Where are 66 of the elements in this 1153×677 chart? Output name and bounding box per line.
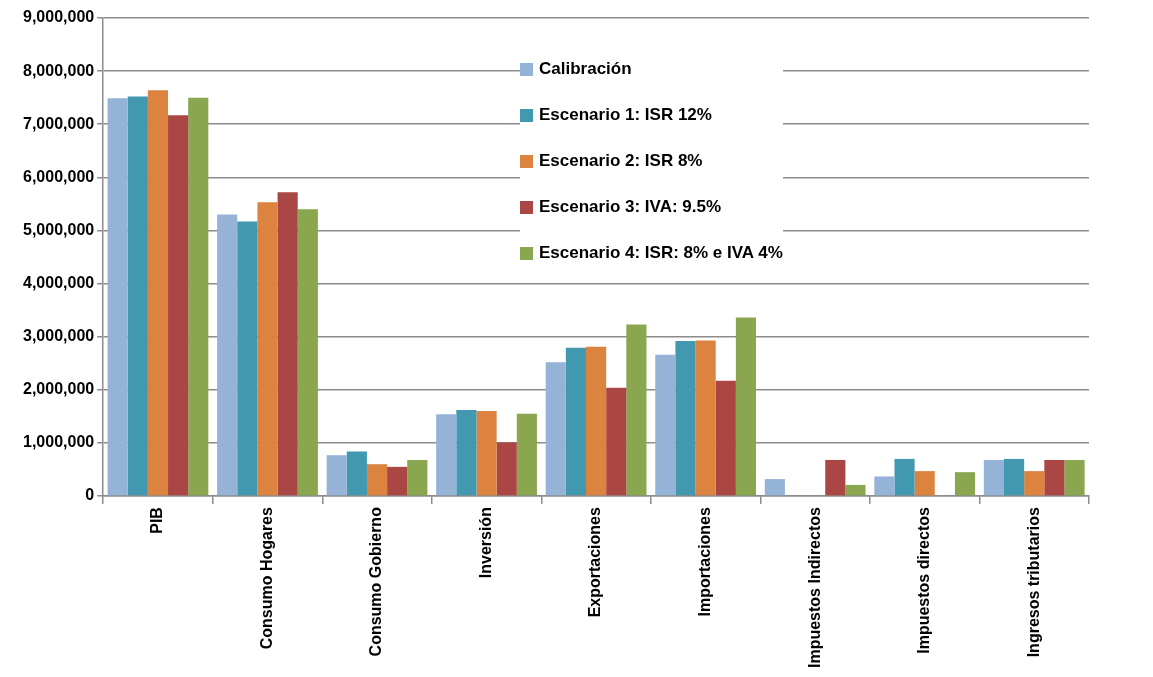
y-tick-label: 4,000,000 <box>22 274 95 292</box>
y-tick-label: 9,000,000 <box>22 8 95 26</box>
bar <box>586 346 607 496</box>
bar <box>675 340 696 496</box>
x-tick-label: Impuestos Indirectos <box>805 506 823 668</box>
bar <box>366 464 388 496</box>
y-tick-label: 0 <box>85 486 95 504</box>
bar <box>655 354 676 496</box>
y-tick-label: 2,000,000 <box>22 380 95 398</box>
bar <box>387 466 408 496</box>
bar <box>1044 459 1065 496</box>
bar <box>407 459 428 496</box>
bar <box>436 414 457 496</box>
legend-label: Escenario 4: ISR: 8% e IVA 4% <box>539 243 783 263</box>
bar <box>565 347 587 496</box>
bar <box>894 458 915 496</box>
y-tick-label: 5,000,000 <box>22 220 95 238</box>
bar <box>954 472 976 496</box>
bar <box>496 442 517 496</box>
bar <box>188 97 209 496</box>
bar <box>845 484 866 496</box>
bar <box>1064 459 1085 496</box>
bar <box>346 451 367 496</box>
y-tick-label: 7,000,000 <box>22 114 95 132</box>
bar <box>983 459 1004 496</box>
x-tick-label: Consumo Gobierno <box>367 506 385 657</box>
bar <box>874 476 895 496</box>
x-tick-label: Inversión <box>476 507 494 579</box>
bar <box>606 387 627 496</box>
bar <box>516 413 537 496</box>
y-tick-label: 8,000,000 <box>22 61 95 79</box>
y-tick-label: 1,000,000 <box>22 433 95 451</box>
bar <box>257 202 278 496</box>
bar <box>277 192 298 496</box>
bar <box>1024 471 1045 496</box>
legend-label: Escenario 3: IVA: 9.5% <box>539 197 722 217</box>
bar <box>735 317 757 496</box>
bar <box>456 410 477 496</box>
bar <box>127 96 148 496</box>
bar <box>626 324 647 496</box>
bar <box>695 340 716 496</box>
y-tick-label: 6,000,000 <box>22 167 95 185</box>
x-tick-label: Exportaciones <box>586 506 604 618</box>
bar <box>715 380 736 496</box>
bar <box>825 459 846 496</box>
bar <box>764 479 785 496</box>
bar <box>168 115 189 496</box>
x-tick-label: PIB <box>148 507 166 534</box>
y-tick-label: 3,000,000 <box>22 327 95 345</box>
bar <box>1004 458 1025 496</box>
bar <box>476 411 497 496</box>
bar <box>237 221 258 496</box>
legend-label: Calibración <box>539 59 632 79</box>
bar <box>147 90 169 496</box>
x-tick-label: Impuestos directos <box>915 506 933 654</box>
legend-label: Escenario 1: ISR 12% <box>539 105 712 125</box>
bar <box>107 98 128 496</box>
bar <box>914 471 935 496</box>
bar <box>297 209 318 496</box>
bar <box>217 214 238 496</box>
x-tick-label: Ingresos tributarios <box>1024 506 1042 658</box>
bar <box>326 455 347 496</box>
x-tick-label: Importaciones <box>696 506 714 617</box>
bar <box>545 362 566 496</box>
x-tick-label: Consumo Hogares <box>257 506 275 650</box>
legend-label: Escenario 2: ISR 8% <box>539 151 703 171</box>
